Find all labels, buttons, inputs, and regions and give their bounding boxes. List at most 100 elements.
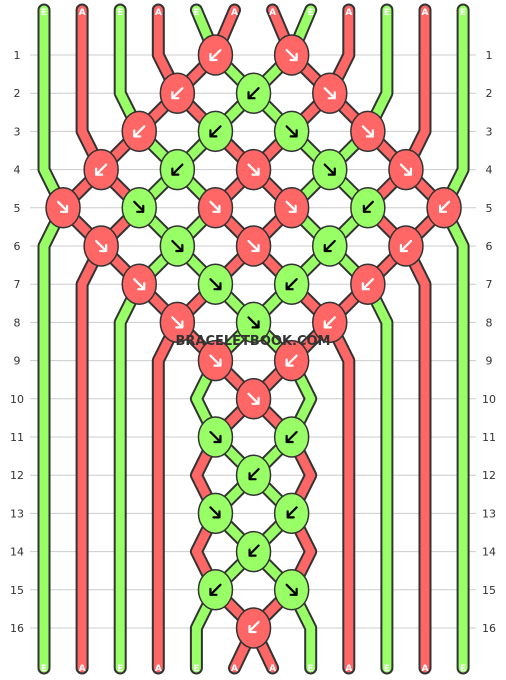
knot <box>197 569 234 611</box>
knot-arrow-icon <box>209 278 222 291</box>
knot-arrow-icon <box>209 506 221 519</box>
strand <box>77 5 144 673</box>
strand <box>39 5 68 673</box>
strand-label-bottom: A <box>345 664 352 674</box>
knot-arrow-icon <box>399 239 413 253</box>
knot-arrow-icon <box>247 239 260 253</box>
knot-arrow-icon <box>171 163 184 176</box>
strand-label-bottom: A <box>155 664 162 674</box>
knot-arrow-icon <box>323 239 336 253</box>
knot <box>350 263 386 305</box>
row-label-right: 12 <box>482 469 496 482</box>
knot <box>83 225 119 267</box>
knot-arrow-icon <box>285 430 298 444</box>
knot <box>350 110 386 153</box>
knot <box>159 148 196 191</box>
row-label-right: 13 <box>482 507 496 520</box>
strand-labels: E A E A E A A E A E A E E A E A E A A E A E A E <box>41 8 466 674</box>
knot-arrow-icon <box>247 163 260 176</box>
knot <box>312 148 348 191</box>
knot-arrow-icon <box>248 544 260 557</box>
knot-arrow-icon <box>133 200 145 213</box>
row-label-right: 15 <box>482 584 496 597</box>
knot-arrow-icon <box>285 125 298 138</box>
strand-label-bottom: A <box>269 664 276 674</box>
strand-label-top: E <box>308 8 314 18</box>
knot <box>45 187 81 229</box>
row-label-left: 15 <box>10 584 24 597</box>
knot-arrow-icon <box>171 239 184 253</box>
knot-arrow-icon <box>209 583 222 596</box>
strand-label-top: A <box>231 8 238 18</box>
row-label-right: 7 <box>486 278 493 291</box>
knot-arrow-icon <box>133 278 146 291</box>
row-label-left: 7 <box>14 278 21 291</box>
knot-arrow-icon <box>323 316 336 329</box>
row-label-right: 5 <box>486 202 493 215</box>
knot <box>312 72 348 114</box>
knot-arrow-icon <box>285 354 298 367</box>
knot-arrow-icon <box>247 316 260 329</box>
knot-arrow-icon <box>323 87 336 100</box>
row-label-left: 12 <box>10 469 24 482</box>
knot <box>273 110 310 153</box>
row-label-right: 16 <box>482 622 496 635</box>
row-label-right: 6 <box>486 240 493 253</box>
strand <box>363 5 430 673</box>
knot-arrow-icon <box>323 163 336 176</box>
row-label-left: 16 <box>10 622 24 635</box>
knot-arrow-icon <box>438 200 451 213</box>
knots <box>45 34 462 649</box>
strand <box>439 5 468 673</box>
strand-label-top: E <box>460 8 466 18</box>
knot <box>197 187 234 229</box>
knot <box>235 72 272 114</box>
row-label-left: 6 <box>14 240 21 253</box>
strand-label-top: E <box>193 8 199 18</box>
knot-arrow-icon <box>95 163 108 176</box>
knot <box>159 72 196 114</box>
knot-arrow-icon <box>209 430 222 444</box>
knot-arrow-icon <box>133 125 146 138</box>
knot <box>235 454 272 496</box>
knot-arrow-icon <box>171 316 184 329</box>
row-label-left: 5 <box>14 202 21 215</box>
knot <box>83 148 119 191</box>
knot <box>197 416 234 458</box>
strand-label-top: A <box>422 8 429 18</box>
knot <box>350 187 386 229</box>
knot-arrow-icon <box>95 239 108 253</box>
strand-label-top: E <box>41 8 47 18</box>
knot <box>197 339 234 382</box>
knot-arrow-icon <box>361 125 374 138</box>
knot <box>159 301 196 344</box>
knot-arrow-icon <box>248 468 260 481</box>
strand-label-bottom: E <box>117 664 123 674</box>
watermark: BRACELETBOOK.COM <box>176 334 331 349</box>
knot <box>197 110 234 153</box>
knot <box>235 225 272 267</box>
knot <box>273 187 310 229</box>
strand-label-top: A <box>269 8 276 18</box>
knot-arrow-icon <box>286 506 298 519</box>
row-label-right: 2 <box>486 87 493 100</box>
knot <box>388 148 424 191</box>
knot <box>312 301 348 344</box>
strand-label-top: A <box>155 8 162 18</box>
row-label-left: 11 <box>10 431 24 444</box>
knot-arrow-icon <box>56 200 69 213</box>
strand-label-bottom: E <box>308 664 314 674</box>
knot-arrow-icon <box>285 48 298 62</box>
knot-arrow-icon <box>247 87 260 100</box>
knot <box>273 492 310 535</box>
row-label-left: 13 <box>10 507 24 520</box>
knot-arrow-icon <box>285 583 298 596</box>
strand-label-top: A <box>345 8 352 18</box>
knot <box>197 492 234 535</box>
row-label-left: 1 <box>14 49 21 62</box>
strand-label-bottom: E <box>460 664 466 674</box>
knot-arrow-icon <box>209 48 222 62</box>
knot <box>235 301 272 344</box>
